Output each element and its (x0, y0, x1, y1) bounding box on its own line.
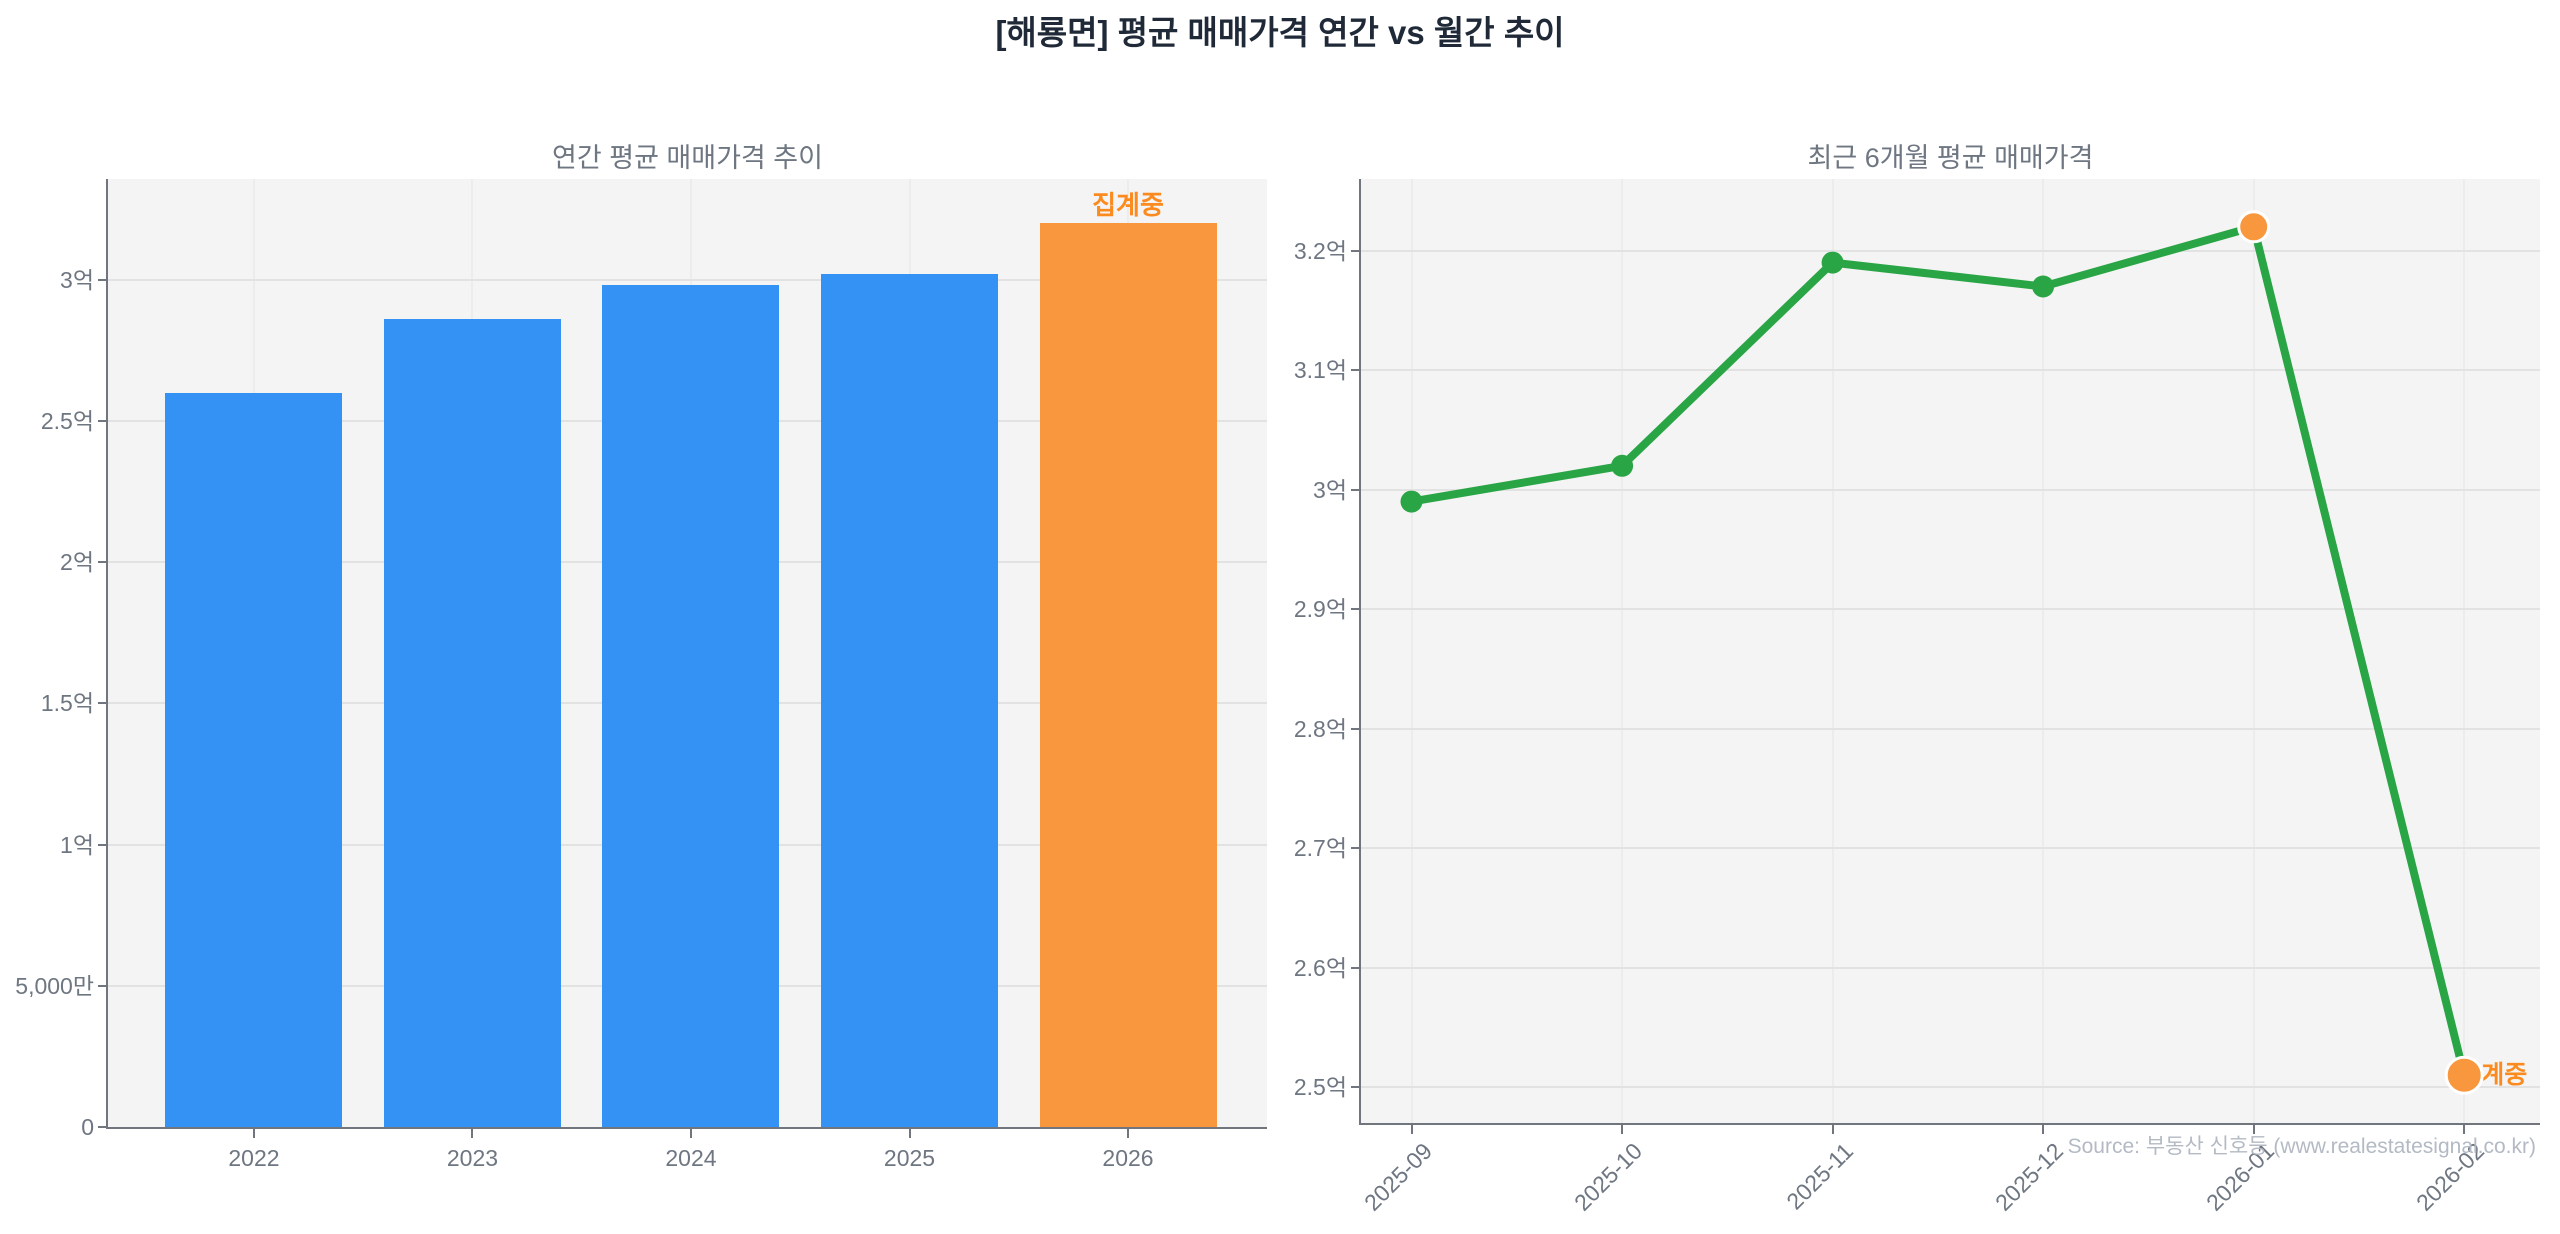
y-tick-label: 3억 (1313, 476, 1347, 503)
bar-2022 (165, 392, 343, 1127)
x-axis-tick (252, 1129, 255, 1138)
y-axis-tick (98, 984, 108, 987)
x-axis-tick (1831, 1125, 1834, 1134)
y-tick-label: 2.5억 (40, 408, 94, 434)
x-tick-label: 2025 (883, 1145, 936, 1171)
y-tick-label: 2.8억 (1293, 715, 1347, 742)
y-axis-tick (98, 420, 108, 422)
x-axis-tick (689, 1129, 692, 1138)
aggregating-label: 집계중 (1092, 190, 1164, 221)
y-axis-tick (1351, 727, 1361, 730)
bar-chart-title: 연간 평균 매매가격 추이 (552, 143, 823, 173)
y-tick-label: 0 (81, 1114, 94, 1140)
bar-2025 (821, 274, 998, 1127)
y-axis-tick (1351, 966, 1361, 969)
gridline (1361, 369, 2540, 372)
y-axis-tick (1351, 608, 1361, 611)
y-tick-label: 1억 (60, 831, 94, 858)
gridline (1621, 179, 1624, 1123)
gridline (1361, 608, 2540, 611)
data-point-2026-02 (2444, 1055, 2484, 1095)
x-tick-label: 2024 (665, 1145, 717, 1171)
x-axis-tick (2463, 1125, 2466, 1134)
x-axis-tick (1621, 1125, 1624, 1134)
bar-2026 (1039, 223, 1217, 1127)
data-point-2026-01 (2237, 210, 2271, 244)
x-axis-tick (1410, 1125, 1413, 1134)
gridline (2463, 179, 2466, 1123)
page-title: [해룡면] 평균 매매가격 연간 vs 월간 추이 (995, 14, 1565, 51)
x-axis-tick (2042, 1125, 2045, 1134)
data-point-2025-11 (1821, 251, 1844, 274)
bar-2023 (383, 319, 561, 1127)
y-axis-tick (98, 561, 108, 564)
y-tick-label: 2.6억 (1293, 954, 1347, 981)
y-axis-tick (1351, 1086, 1361, 1089)
y-tick-label: 3.1억 (1293, 357, 1347, 384)
x-axis-line (106, 1127, 1267, 1129)
y-tick-label: 2억 (60, 549, 94, 576)
y-axis-tick (1351, 488, 1361, 491)
x-axis-line (1359, 1123, 2540, 1125)
y-axis-tick (98, 278, 108, 281)
x-tick-label: 2025-11 (1780, 1137, 1858, 1215)
line-chart-title: 최근 6개월 평균 매매가격 (1807, 143, 2094, 173)
trend-line (1407, 222, 2469, 1080)
x-tick-label: 2023 (446, 1145, 499, 1171)
trend-line-svg (1400, 210, 2484, 1095)
y-axis-tick (1351, 847, 1361, 850)
gridline (1361, 966, 2540, 969)
gridline (1410, 179, 1413, 1123)
x-axis-tick (1127, 1129, 1130, 1138)
y-tick-label: 2.7억 (1293, 835, 1347, 862)
y-axis-line (1359, 179, 1361, 1123)
x-tick-label: 2025-10 (1569, 1137, 1648, 1216)
x-axis-tick (908, 1129, 911, 1138)
gridline (1361, 1086, 2540, 1089)
data-point-2025-10 (1611, 454, 1634, 477)
x-tick-label: 2022 (228, 1145, 280, 1171)
y-tick-label: 2.5억 (1293, 1074, 1347, 1101)
y-axis-tick (98, 702, 108, 705)
gridline (2042, 179, 2045, 1123)
y-tick-label: 1.5억 (40, 690, 94, 717)
line-plot-area (1361, 179, 2540, 1123)
gridline (1361, 847, 2540, 850)
y-tick-label: 2.9억 (1293, 596, 1347, 623)
gridline (1361, 488, 2540, 491)
x-tick-label: 2025-12 (1990, 1137, 2069, 1216)
gridline (1831, 179, 1834, 1123)
x-tick-label: 2025-09 (1358, 1137, 1437, 1216)
data-point-2025-12 (2032, 275, 2055, 298)
y-tick-label: 3.2억 (1293, 237, 1347, 264)
x-tick-label: 2026 (1102, 1145, 1154, 1171)
y-axis-line (106, 179, 108, 1127)
y-tick-label: 3억 (60, 266, 94, 293)
x-axis-tick (471, 1129, 474, 1138)
gridline (2252, 179, 2255, 1123)
y-axis-tick (98, 843, 108, 846)
gridline (1361, 727, 2540, 730)
x-axis-tick (2252, 1125, 2255, 1134)
y-axis-tick (98, 1126, 108, 1128)
bar-2024 (602, 285, 780, 1127)
y-axis-tick (1351, 249, 1361, 252)
source-credit: Source: 부동산 신호등 (www.realestatesignal.co… (2067, 1135, 2536, 1158)
data-point-2025-09 (1400, 490, 1423, 513)
gridline (1361, 249, 2540, 252)
gridline (108, 278, 1267, 281)
y-tick-label: 5,000만 (15, 972, 94, 999)
y-axis-tick (1351, 369, 1361, 372)
